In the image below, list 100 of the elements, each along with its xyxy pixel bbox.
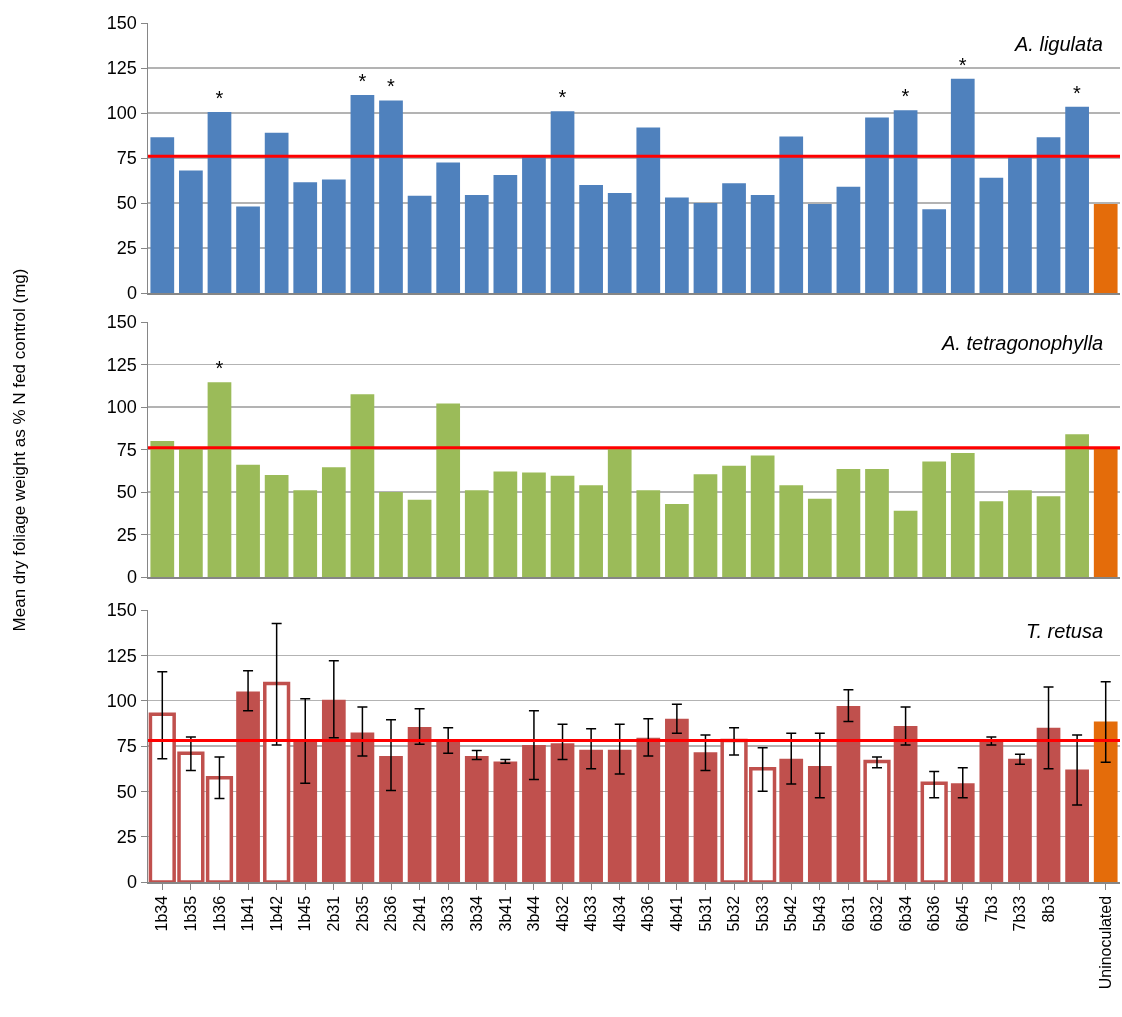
x-tick-label: 1b35 <box>182 895 200 932</box>
bar <box>636 127 661 293</box>
bar <box>321 467 346 577</box>
bar <box>607 193 632 293</box>
data-label: * <box>387 75 395 98</box>
y-tick-label: 50 <box>116 781 137 802</box>
data-label: * <box>215 87 224 110</box>
bar <box>150 441 175 577</box>
bar <box>150 137 175 293</box>
x-tick-label: 1b41 <box>239 895 257 932</box>
x-tick-label: 4b41 <box>668 895 686 932</box>
bar <box>836 186 861 293</box>
bar <box>236 464 260 577</box>
bar <box>379 492 403 577</box>
bar <box>779 136 804 293</box>
bar <box>436 739 461 882</box>
data-label: * <box>1073 81 1082 104</box>
y-tick-label: 100 <box>106 397 137 418</box>
data-label: * <box>901 85 910 108</box>
bar <box>1093 721 1118 882</box>
bar <box>1008 758 1032 882</box>
x-tick-label: 3b44 <box>525 895 543 932</box>
bar <box>436 403 461 577</box>
bar <box>693 474 718 577</box>
bar <box>236 691 260 882</box>
x-tick-label: 7b3 <box>982 895 1000 923</box>
bar <box>807 203 832 293</box>
bar <box>665 503 689 577</box>
y-tick-label: 25 <box>116 238 137 259</box>
x-tick-label: 2b35 <box>353 895 371 932</box>
bar <box>350 394 375 577</box>
bar <box>750 194 775 293</box>
y-tick-label: 75 <box>116 439 137 460</box>
bar <box>1065 769 1089 882</box>
x-tick-label: 5b42 <box>782 895 800 932</box>
bar <box>950 452 975 577</box>
y-tick-label: 150 <box>106 600 137 621</box>
y-tick-label: 100 <box>106 103 137 124</box>
x-tick-label: 3b33 <box>439 895 457 932</box>
y-tick-label: 100 <box>106 690 137 711</box>
bar <box>1036 137 1061 293</box>
bar <box>407 499 432 577</box>
bar <box>893 110 918 293</box>
x-tick-label: 4b32 <box>553 895 571 932</box>
bar <box>493 761 518 882</box>
x-tick-label: 6b32 <box>868 895 886 932</box>
bar <box>979 501 1004 577</box>
bar <box>865 117 889 293</box>
y-tick-label: 25 <box>116 826 137 847</box>
y-tick-label: 25 <box>116 524 137 545</box>
bar <box>779 485 804 577</box>
x-tick-label: 4b34 <box>610 895 628 932</box>
bar <box>464 755 489 882</box>
bar <box>779 758 804 882</box>
bar <box>636 490 661 577</box>
x-tick-label: 3b34 <box>467 895 485 932</box>
bar <box>922 461 947 577</box>
bar <box>436 162 461 293</box>
x-tick-label: 3b41 <box>496 895 514 932</box>
bar <box>665 718 689 882</box>
bar <box>865 469 889 577</box>
y-tick-label: 75 <box>116 736 137 757</box>
x-tick-label: 6b34 <box>896 895 914 932</box>
bar <box>1065 434 1089 577</box>
x-tick-label: 1b34 <box>153 895 171 932</box>
bar <box>979 177 1004 293</box>
bar <box>950 783 975 882</box>
y-tick-label: 150 <box>106 13 137 34</box>
bar <box>665 197 689 293</box>
bar <box>550 743 575 882</box>
bar <box>350 95 375 293</box>
bar <box>293 182 318 293</box>
bar <box>207 382 232 577</box>
bar <box>207 112 232 293</box>
bar <box>407 195 432 293</box>
bar <box>693 203 718 293</box>
bar <box>807 765 832 882</box>
bar <box>407 726 432 882</box>
x-tick-label: 4b33 <box>582 895 600 932</box>
bar <box>979 740 1004 882</box>
text: A. tetragonophylla <box>941 332 1104 354</box>
bar <box>579 485 603 577</box>
bar <box>1093 203 1118 293</box>
bar <box>379 100 403 293</box>
y-tick-label: 0 <box>126 567 137 588</box>
bar <box>579 749 603 882</box>
x-tick-label: 2b31 <box>325 895 343 932</box>
bar <box>321 699 346 882</box>
bar <box>1036 496 1061 577</box>
y-tick-label: 0 <box>126 283 137 304</box>
bar <box>807 498 832 577</box>
bar <box>836 469 861 577</box>
y-tick-label: 50 <box>116 193 137 214</box>
x-tick-label: 6b45 <box>953 895 971 932</box>
data-label: * <box>358 70 367 92</box>
bar <box>922 209 947 293</box>
bar <box>550 475 575 577</box>
x-tick-label: 1b42 <box>267 895 285 932</box>
y-tick-label: 125 <box>106 645 137 666</box>
data-label: * <box>558 86 567 109</box>
